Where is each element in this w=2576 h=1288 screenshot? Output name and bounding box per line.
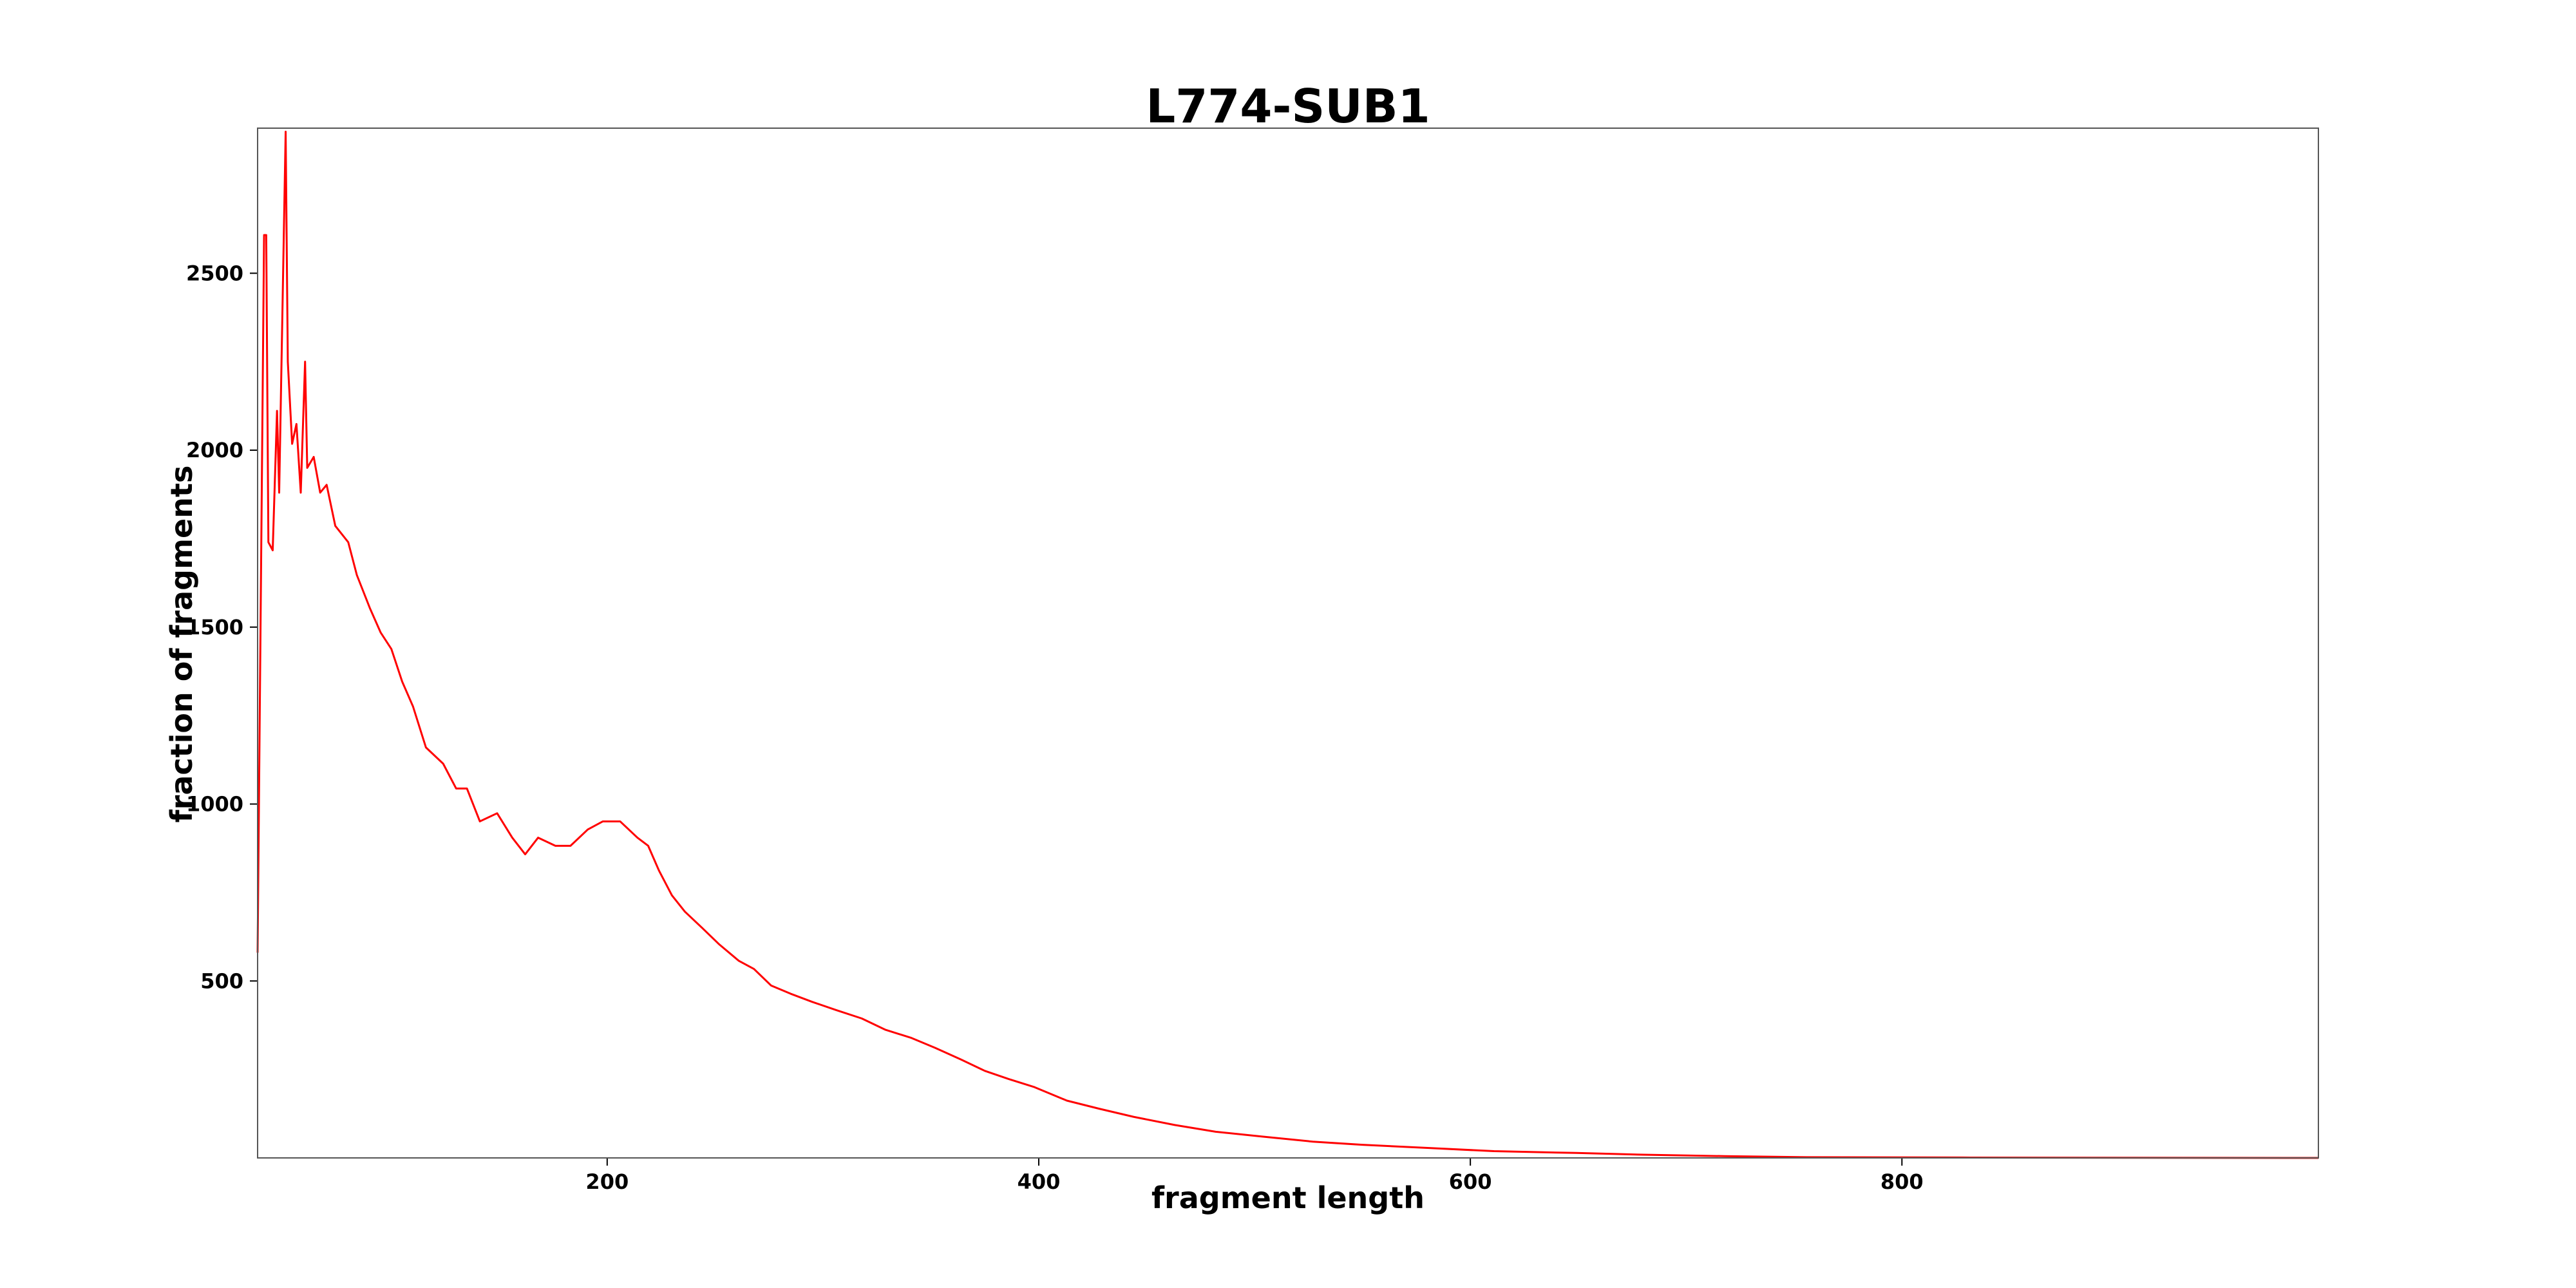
chart-title: L774-SUB1	[1146, 79, 1430, 133]
y-axis-label: fraction of fragments	[164, 466, 199, 823]
y-tick-label: 500	[200, 969, 243, 993]
plot-frame	[257, 128, 2319, 1159]
x-tick-label: 600	[1449, 1170, 1492, 1194]
x-tick-label: 400	[1018, 1170, 1061, 1194]
x-tick-label: 800	[1880, 1170, 1924, 1194]
x-tick-label: 200	[585, 1170, 629, 1194]
y-tick-label: 1500	[186, 615, 243, 639]
y-tick-label: 2000	[186, 438, 243, 462]
y-tick-label: 2500	[186, 261, 243, 285]
data-line	[256, 130, 2319, 1159]
x-axis-label: fragment length	[1151, 1180, 1425, 1215]
y-tick-label: 1000	[186, 792, 243, 817]
